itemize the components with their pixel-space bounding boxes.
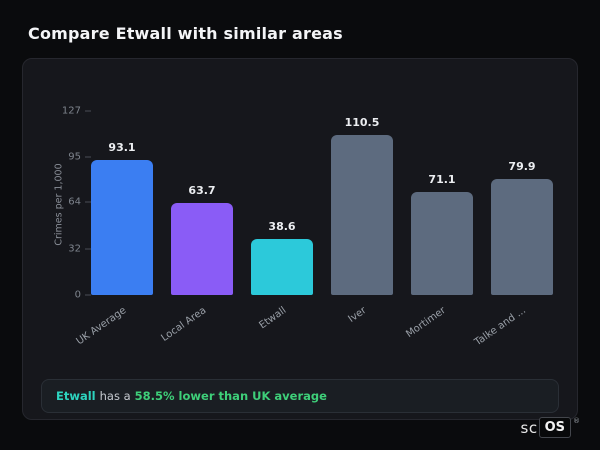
x-label-iver: Iver [346, 305, 369, 325]
y-tick-0: 0 [75, 290, 91, 301]
bar-value-talke-and: 79.9 [508, 160, 536, 174]
bar-slot-iver: 110.5 Iver [331, 111, 393, 325]
bar-iver[interactable] [331, 134, 393, 295]
y-tick-32: 32 [68, 243, 91, 254]
comparison-middle-text: has a [99, 389, 131, 403]
bar-mortimer[interactable] [411, 192, 473, 295]
page-title: Compare Etwall with similar areas [28, 24, 343, 43]
x-label-uk-average: UK Average [74, 305, 129, 348]
comparison-area-name: Etwall [56, 389, 96, 403]
y-tick-127: 127 [62, 106, 91, 117]
bar-slot-talke-and: 79.9 Talke and ... [473, 111, 553, 348]
x-label-local-area: Local Area [159, 305, 209, 344]
y-tick-95: 95 [68, 152, 91, 163]
bar-value-etwall: 38.6 [268, 220, 296, 234]
bar-chart: Crimes per 1,000 0 32 64 95 127 93.1 UK Averag… [23, 59, 577, 419]
bar-value-local-area: 63.7 [188, 183, 216, 197]
x-label-mortimer: Mortimer [404, 305, 449, 341]
bar-talke-and[interactable] [491, 179, 553, 295]
y-axis-label: Crimes per 1,000 [53, 163, 65, 246]
x-label-etwall: Etwall [257, 305, 289, 332]
scos-logo: sc OS ® [521, 417, 580, 438]
bar-value-iver: 110.5 [344, 115, 380, 129]
logo-suffix: OS [538, 417, 571, 438]
bars-container: 93.1 UK Average 63.7 Local Area 38.6 Etwall 11… [74, 111, 553, 348]
bar-etwall[interactable] [251, 239, 313, 295]
y-tick-64: 64 [68, 197, 91, 208]
comparison-note: Etwall has a 58.5% lower than UK average [41, 379, 559, 413]
bar-slot-local-area: 63.7 Local Area [159, 111, 233, 344]
plot-area: 0 32 64 95 127 93.1 UK Average 63.7 Local Area 38… [62, 106, 553, 348]
x-label-talke-and: Talke and ... [473, 305, 529, 349]
bar-value-mortimer: 71.1 [428, 173, 456, 186]
logo-prefix: sc [520, 418, 538, 437]
bar-value-uk-average: 93.1 [108, 141, 136, 155]
bar-local-area[interactable] [171, 202, 233, 295]
comparison-highlight-text: 58.5% lower than UK average [134, 389, 327, 403]
bar-slot-uk-average: 93.1 UK Average [74, 111, 153, 347]
registered-mark: ® [573, 417, 580, 425]
bar-uk-average[interactable] [91, 160, 153, 295]
chart-card: Crimes per 1,000 0 32 64 95 127 93.1 UK Averag… [22, 58, 578, 420]
bar-slot-etwall: 38.6 Etwall [251, 111, 313, 331]
bar-slot-mortimer: 71.1 Mortimer [405, 111, 473, 340]
